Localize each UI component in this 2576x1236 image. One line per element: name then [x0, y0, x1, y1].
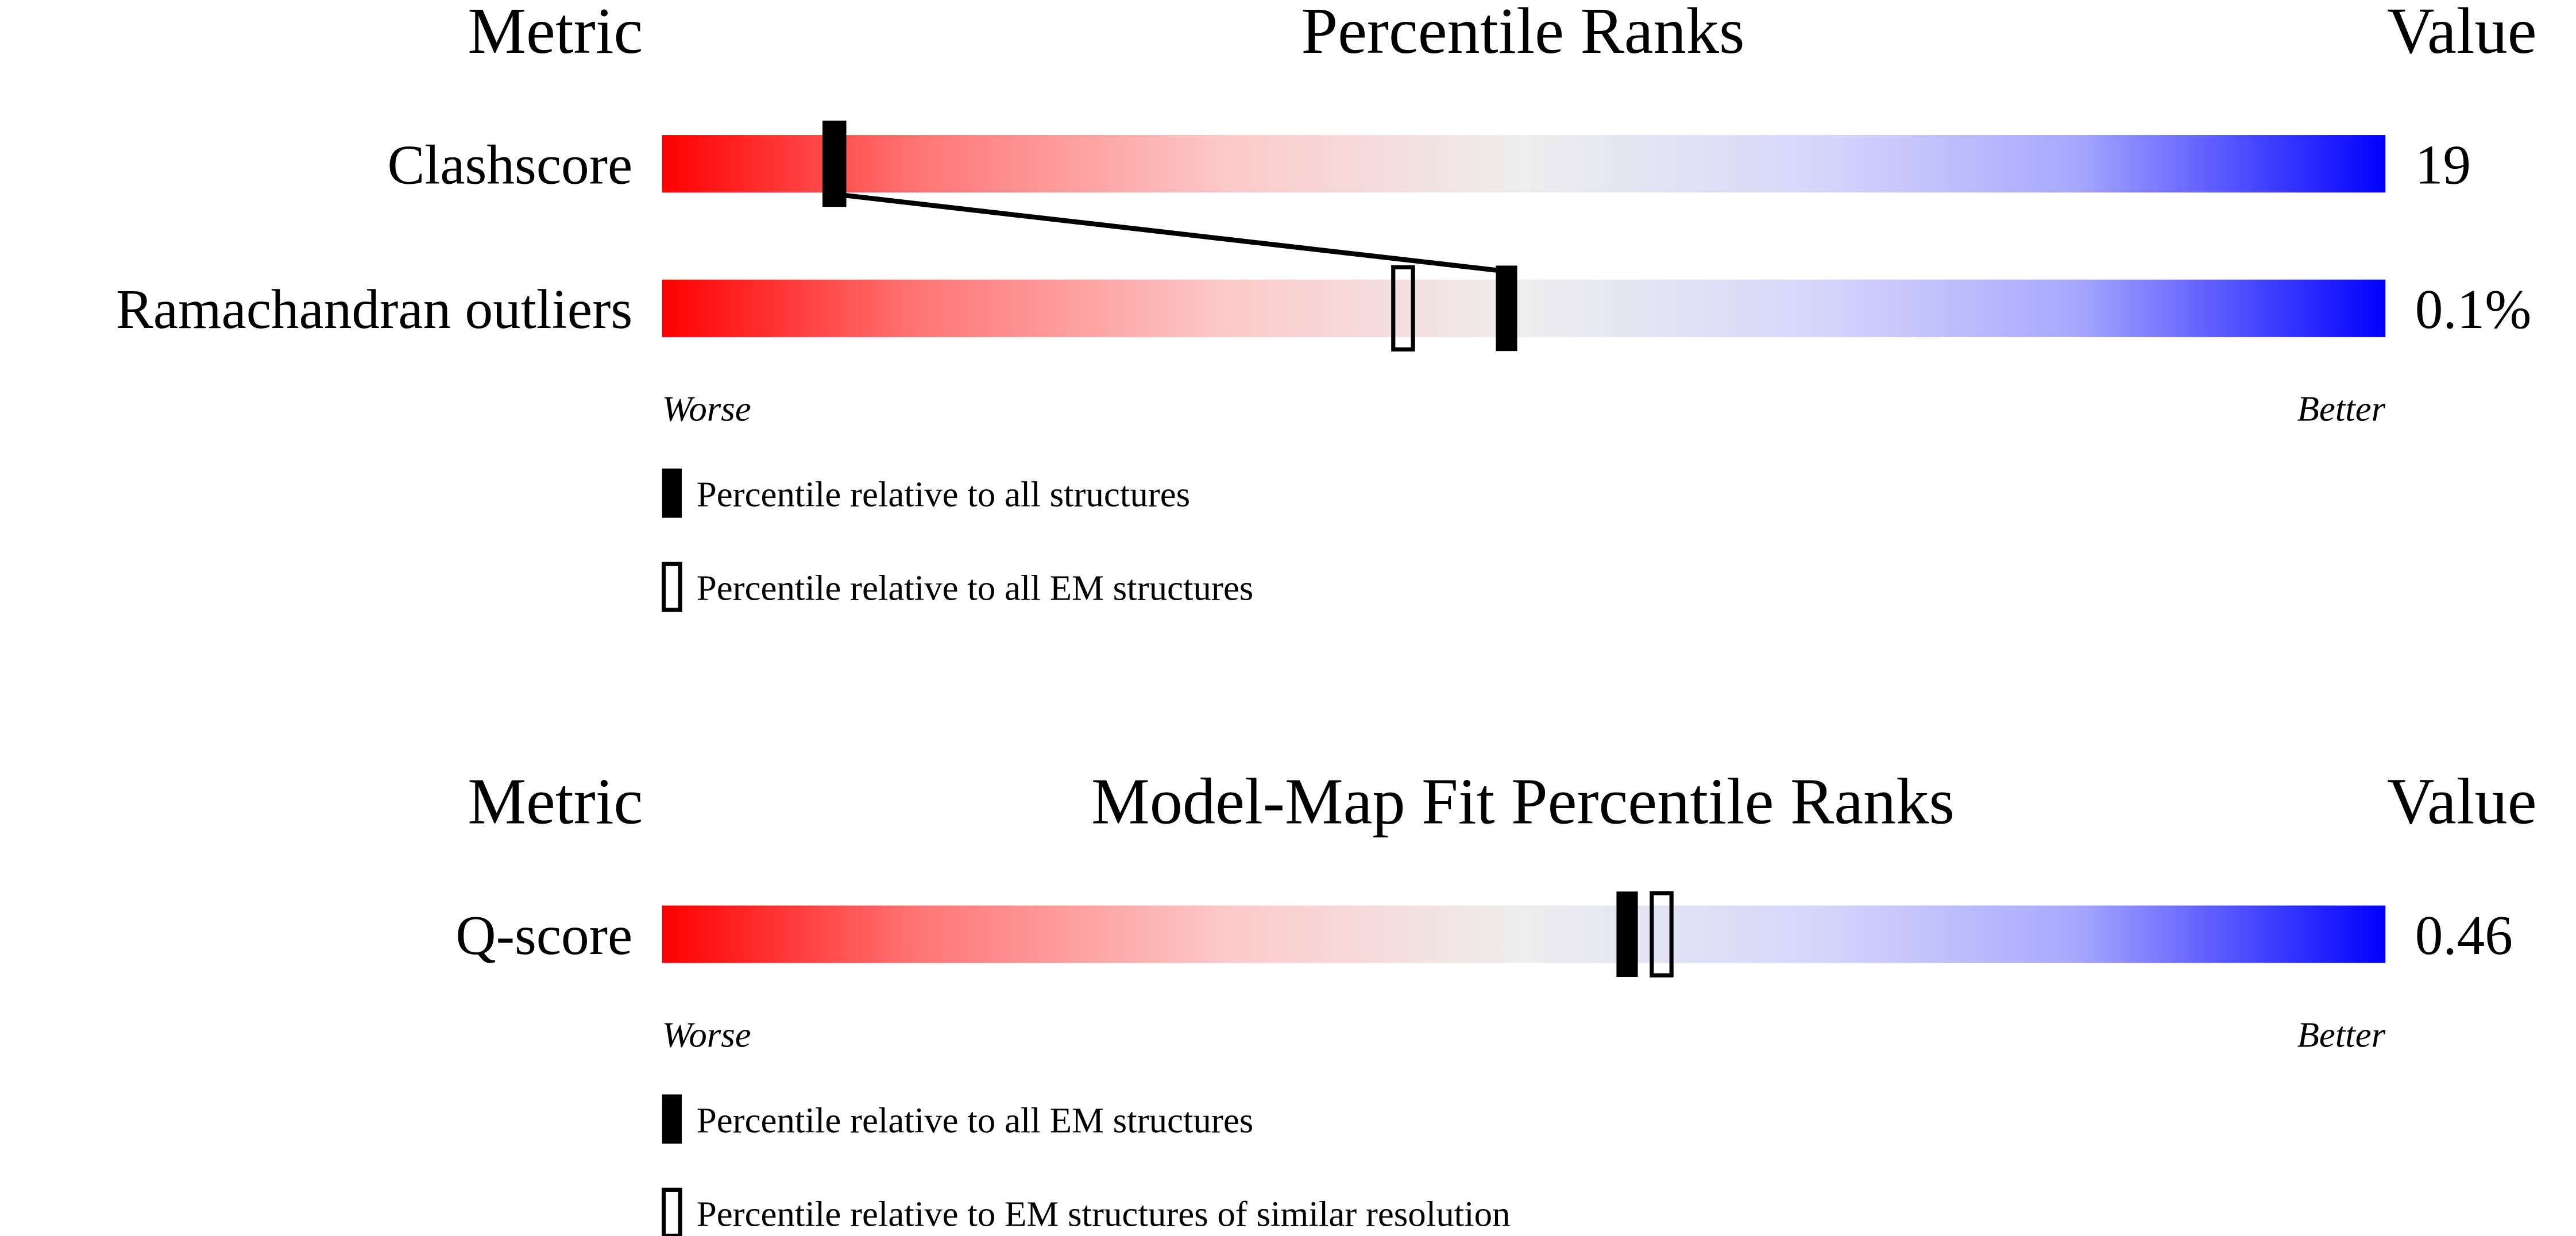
metric-label: Ramachandran outliers: [116, 279, 632, 341]
metric-value: 19: [2415, 134, 2471, 196]
connector-line: [834, 191, 1507, 274]
metric-label: Clashscore: [388, 134, 633, 196]
gradient-bar: [662, 905, 2386, 963]
worse-label: Worse: [662, 389, 751, 429]
percentile-marker-open: [1391, 265, 1415, 352]
metric-header: Metric: [468, 0, 643, 67]
worse-label: Worse: [662, 1015, 751, 1055]
value-header: Value: [2387, 0, 2537, 67]
legend-marker-open: [661, 1187, 682, 1236]
percentile-marker-open: [1650, 891, 1674, 978]
panel-title: Percentile Ranks: [1301, 0, 1745, 67]
legend-marker-open: [661, 562, 682, 612]
value-header: Value: [2387, 765, 2537, 838]
percentile-marker-filled: [824, 121, 845, 207]
gradient-bar: [662, 279, 2386, 337]
metric-value: 0.1%: [2415, 279, 2532, 341]
legend-label: Percentile relative to all EM structures: [697, 1100, 1253, 1140]
panel-title: Model-Map Fit Percentile Ranks: [1091, 765, 1955, 838]
metric-header: Metric: [468, 765, 643, 838]
gradient-bar: [662, 135, 2386, 193]
metric-label: Q-score: [455, 905, 632, 967]
percentile-marker-filled: [1496, 265, 1517, 352]
legend-label: Percentile relative to EM structures of …: [697, 1193, 1511, 1234]
legend-marker-filled: [662, 468, 682, 518]
better-label: Better: [2297, 389, 2385, 429]
legend-label: Percentile relative to all structures: [697, 474, 1190, 514]
legend-label: Percentile relative to all EM structures: [697, 568, 1253, 608]
metric-value: 0.46: [2415, 905, 2513, 967]
legend-marker-filled: [662, 1094, 682, 1144]
better-label: Better: [2297, 1015, 2385, 1055]
percentile-marker-filled: [1616, 891, 1638, 977]
